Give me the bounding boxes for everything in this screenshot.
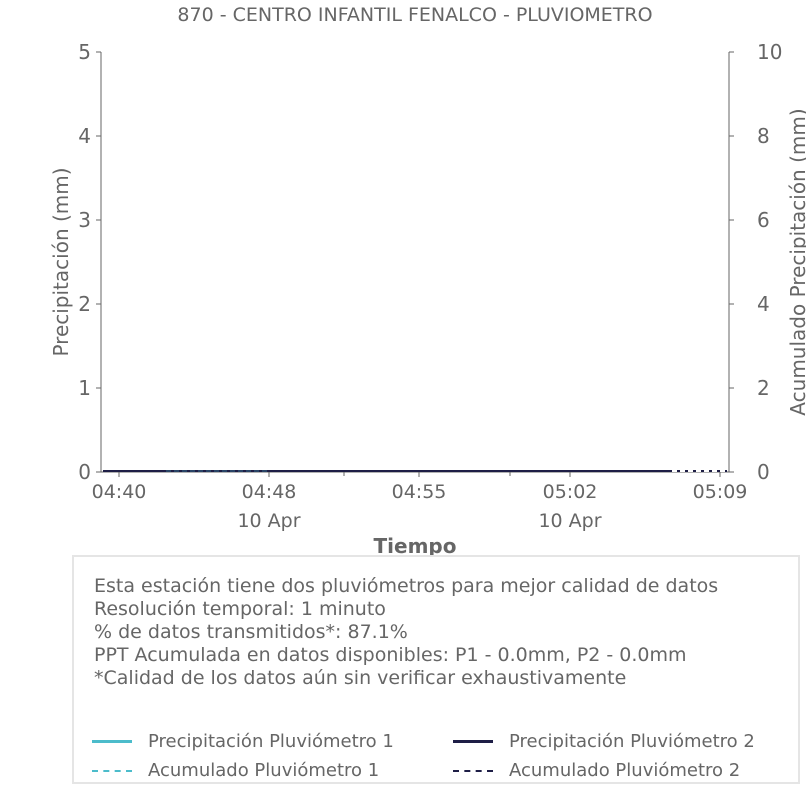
y2-tick-label: 2	[757, 376, 770, 400]
chart: 870 - CENTRO INFANTIL FENALCO - PLUVIOME…	[49, 4, 806, 558]
x-tick-label: 05:09	[693, 481, 748, 503]
legend-item-p2[interactable]: Precipitación Pluviómetro 2	[453, 731, 755, 752]
legend-item-acc1[interactable]: Acumulado Pluviómetro 1	[92, 760, 379, 781]
y-tick-label: 0	[78, 460, 91, 484]
chart-title: 870 - CENTRO INFANTIL FENALCO - PLUVIOME…	[177, 4, 652, 26]
legend-label: Precipitación Pluviómetro 1	[148, 731, 394, 752]
y-tick-label: 4	[78, 124, 91, 148]
y2-axis-label: Acumulado Precipitación (mm)	[786, 108, 806, 415]
x-tick-label: 04:55	[392, 481, 447, 503]
info-line: PPT Acumulada en datos disponibles: P1 -…	[94, 644, 687, 666]
x-tick-date: 10 Apr	[538, 510, 601, 532]
x-tick-label: 05:02	[543, 481, 598, 503]
y-axis-label: Precipitación (mm)	[49, 167, 73, 356]
y2-tick-label: 4	[757, 292, 770, 316]
y2-tick-label: 0	[757, 460, 770, 484]
y-tick-label: 2	[78, 292, 91, 316]
y-tick-label: 1	[78, 376, 91, 400]
info-line: *Calidad de los datos aún sin verificar …	[94, 667, 627, 689]
y-tick-label: 5	[78, 40, 91, 64]
y-tick-label: 3	[78, 208, 91, 232]
legend-label: Acumulado Pluviómetro 1	[148, 760, 380, 781]
x-tick-label: 04:40	[92, 481, 147, 503]
info-box: Esta estación tiene dos pluviómetros par…	[72, 555, 800, 784]
legend-label: Precipitación Pluviómetro 2	[509, 731, 755, 752]
info-line: % de datos transmitidos*: 87.1%	[94, 621, 408, 643]
legend-label: Acumulado Pluviómetro 2	[509, 760, 741, 781]
y2-tick-label: 10	[757, 40, 782, 64]
y2-tick-label: 8	[757, 124, 770, 148]
x-axis-label: Tiempo	[374, 534, 457, 558]
legend-item-acc2[interactable]: Acumulado Pluviómetro 2	[453, 760, 740, 781]
legend-item-p1[interactable]: Precipitación Pluviómetro 1	[92, 731, 394, 752]
x-tick-date: 10 Apr	[237, 510, 300, 532]
info-line: Esta estación tiene dos pluviómetros par…	[94, 575, 719, 597]
y2-tick-label: 6	[757, 208, 770, 232]
x-tick-label: 04:48	[242, 481, 297, 503]
info-line: Resolución temporal: 1 minuto	[94, 598, 386, 620]
